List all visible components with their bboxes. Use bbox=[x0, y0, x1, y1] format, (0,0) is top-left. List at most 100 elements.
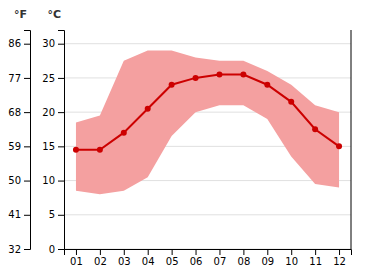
tick: 10 bbox=[42, 175, 64, 186]
tick-label: 86 bbox=[8, 38, 21, 49]
chart: 0102030405060708091011120510152025303241… bbox=[0, 0, 365, 273]
tick-label: 09 bbox=[261, 256, 274, 267]
tick: 25 bbox=[42, 73, 64, 84]
right-border bbox=[351, 30, 352, 249]
tick: 06 bbox=[190, 249, 203, 267]
tick-label: 20 bbox=[42, 107, 55, 118]
tick-mark bbox=[124, 249, 125, 255]
point bbox=[240, 71, 246, 77]
tick-label: 10 bbox=[285, 256, 298, 267]
grid bbox=[64, 44, 351, 249]
point bbox=[312, 126, 318, 132]
tick-mark bbox=[267, 249, 268, 255]
tick: 15 bbox=[42, 141, 64, 152]
tick-mark bbox=[148, 249, 149, 255]
tick-label: 0 bbox=[49, 244, 55, 255]
tick: 59 bbox=[8, 141, 30, 152]
tick-label: 59 bbox=[8, 141, 21, 152]
tick-label: 05 bbox=[166, 256, 179, 267]
tick: 50 bbox=[8, 175, 30, 186]
tick: 07 bbox=[214, 249, 227, 267]
tick: 05 bbox=[166, 249, 179, 267]
tick-mark bbox=[24, 78, 30, 79]
point bbox=[97, 147, 103, 153]
tick-mark bbox=[58, 215, 64, 216]
tick-label: 25 bbox=[42, 73, 55, 84]
axis-line bbox=[58, 31, 65, 250]
tick: 11 bbox=[309, 249, 322, 267]
tick-label: 30 bbox=[42, 38, 55, 49]
tick: 04 bbox=[142, 249, 155, 267]
grid-line bbox=[64, 214, 351, 215]
tick-label: 68 bbox=[8, 107, 21, 118]
tick-mark bbox=[219, 249, 220, 255]
tick: 77 bbox=[8, 73, 30, 84]
tick-label: 15 bbox=[42, 141, 55, 152]
tick-label: 10 bbox=[42, 175, 55, 186]
tick-label: 32 bbox=[8, 244, 21, 255]
y2-axis-title: °F bbox=[14, 8, 27, 21]
tick-label: 77 bbox=[8, 73, 21, 84]
tick-mark bbox=[76, 249, 77, 255]
tick: 5 bbox=[49, 209, 64, 220]
tick-label: 11 bbox=[309, 256, 322, 267]
tick: 12 bbox=[333, 249, 346, 267]
tick-label: 06 bbox=[190, 256, 203, 267]
tick-mark bbox=[58, 249, 64, 250]
tick: 03 bbox=[118, 249, 131, 267]
tick-mark bbox=[24, 215, 30, 216]
tick-mark bbox=[339, 249, 340, 255]
tick-label: 07 bbox=[214, 256, 227, 267]
x-axis: 01 02 03 04 05 06 07 08 09 10 11 12 bbox=[65, 249, 352, 267]
tick: 32 bbox=[8, 244, 30, 255]
tick-mark bbox=[196, 249, 197, 255]
range-band bbox=[76, 51, 339, 195]
point bbox=[145, 106, 151, 112]
point bbox=[193, 75, 199, 81]
tick: 86 bbox=[8, 38, 30, 49]
tick-label: 50 bbox=[8, 175, 21, 186]
tick-mark bbox=[24, 249, 30, 250]
tick-label: 08 bbox=[238, 256, 251, 267]
marks bbox=[73, 51, 342, 195]
point bbox=[169, 82, 175, 88]
point bbox=[288, 99, 294, 105]
y-axis-title: °C bbox=[47, 8, 61, 21]
tick-mark bbox=[24, 44, 30, 45]
tick-mark bbox=[291, 249, 292, 255]
tick: 08 bbox=[238, 249, 251, 267]
plot: 010203040506070809101112051015202530 bbox=[42, 30, 351, 267]
tick: 30 bbox=[42, 38, 64, 49]
tick-label: 12 bbox=[333, 256, 346, 267]
tick-label: 5 bbox=[49, 209, 55, 220]
tick: 02 bbox=[94, 249, 107, 267]
tick-label: 01 bbox=[70, 256, 83, 267]
tick-mark bbox=[315, 249, 316, 255]
point bbox=[264, 82, 270, 88]
tick: 41 bbox=[8, 209, 30, 220]
tick-mark bbox=[100, 249, 101, 255]
tick-mark bbox=[24, 146, 30, 147]
tick-mark bbox=[58, 181, 64, 182]
tick-mark bbox=[172, 249, 173, 255]
tick: 20 bbox=[42, 107, 64, 118]
tick-label: 03 bbox=[118, 256, 131, 267]
tick: 0 bbox=[49, 244, 64, 255]
y2-axis: 32 41 50 59 68 77 86 bbox=[8, 31, 30, 255]
point bbox=[73, 147, 79, 153]
tick-mark bbox=[24, 181, 30, 182]
point bbox=[216, 71, 222, 77]
tick: 68 bbox=[8, 107, 30, 118]
axis-line bbox=[65, 250, 352, 256]
tick-label: 41 bbox=[8, 209, 21, 220]
grid-line bbox=[64, 43, 351, 44]
mean-line bbox=[76, 74, 339, 149]
tick-label: 02 bbox=[94, 256, 107, 267]
tick-mark bbox=[58, 146, 64, 147]
tick: 09 bbox=[261, 249, 274, 267]
point bbox=[121, 130, 127, 136]
axis-line bbox=[24, 31, 31, 250]
tick: 10 bbox=[285, 249, 298, 267]
tick-mark bbox=[58, 78, 64, 79]
tick-mark bbox=[58, 44, 64, 45]
